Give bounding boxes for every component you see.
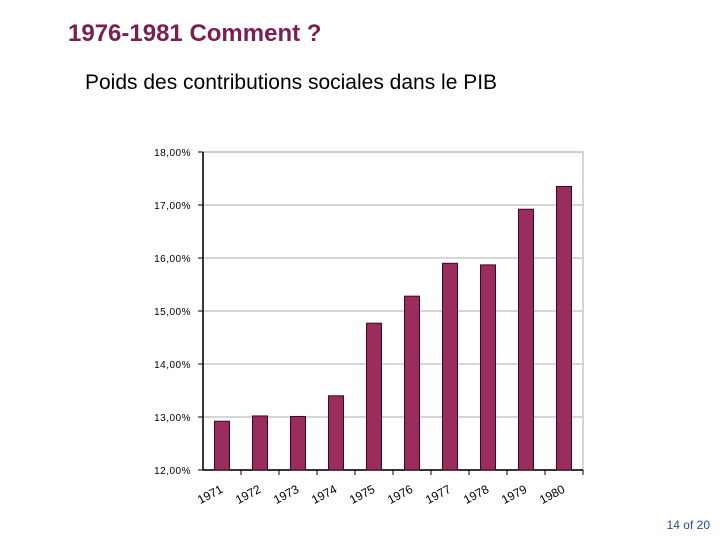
x-tick-label: 1973 — [271, 482, 301, 507]
slide-title: 1976-1981 Comment ? — [68, 20, 322, 47]
bar — [328, 395, 344, 471]
y-tick-label: 13,00% — [154, 413, 191, 424]
x-tick-label: 1971 — [195, 482, 225, 507]
bar — [480, 264, 496, 471]
bar — [556, 185, 572, 471]
x-tick-label: 1972 — [233, 482, 263, 507]
x-tick-label: 1974 — [309, 482, 339, 507]
x-tick-label: 1977 — [423, 482, 453, 507]
y-tick-label: 15,00% — [154, 307, 191, 318]
bar — [404, 295, 420, 471]
bar — [518, 208, 534, 471]
page-number: 14 of 20 — [666, 518, 710, 532]
y-tick-label: 12,00% — [154, 466, 191, 477]
bar — [252, 415, 268, 471]
y-tick-label: 18,00% — [154, 148, 191, 159]
slide-subtitle: Poids des contributions sociales dans le… — [85, 71, 498, 94]
y-tick-label: 17,00% — [154, 201, 191, 212]
x-tick-label: 1978 — [461, 482, 491, 507]
bar — [442, 262, 458, 471]
bar — [214, 420, 230, 471]
x-tick-label: 1976 — [385, 482, 415, 507]
y-tick-label: 14,00% — [154, 360, 191, 371]
x-tick-label: 1980 — [537, 482, 567, 507]
bar — [290, 415, 306, 471]
y-tick-label: 16,00% — [154, 254, 191, 265]
bar — [366, 322, 382, 471]
x-tick-label: 1979 — [499, 482, 529, 507]
x-tick-label: 1975 — [347, 482, 377, 507]
